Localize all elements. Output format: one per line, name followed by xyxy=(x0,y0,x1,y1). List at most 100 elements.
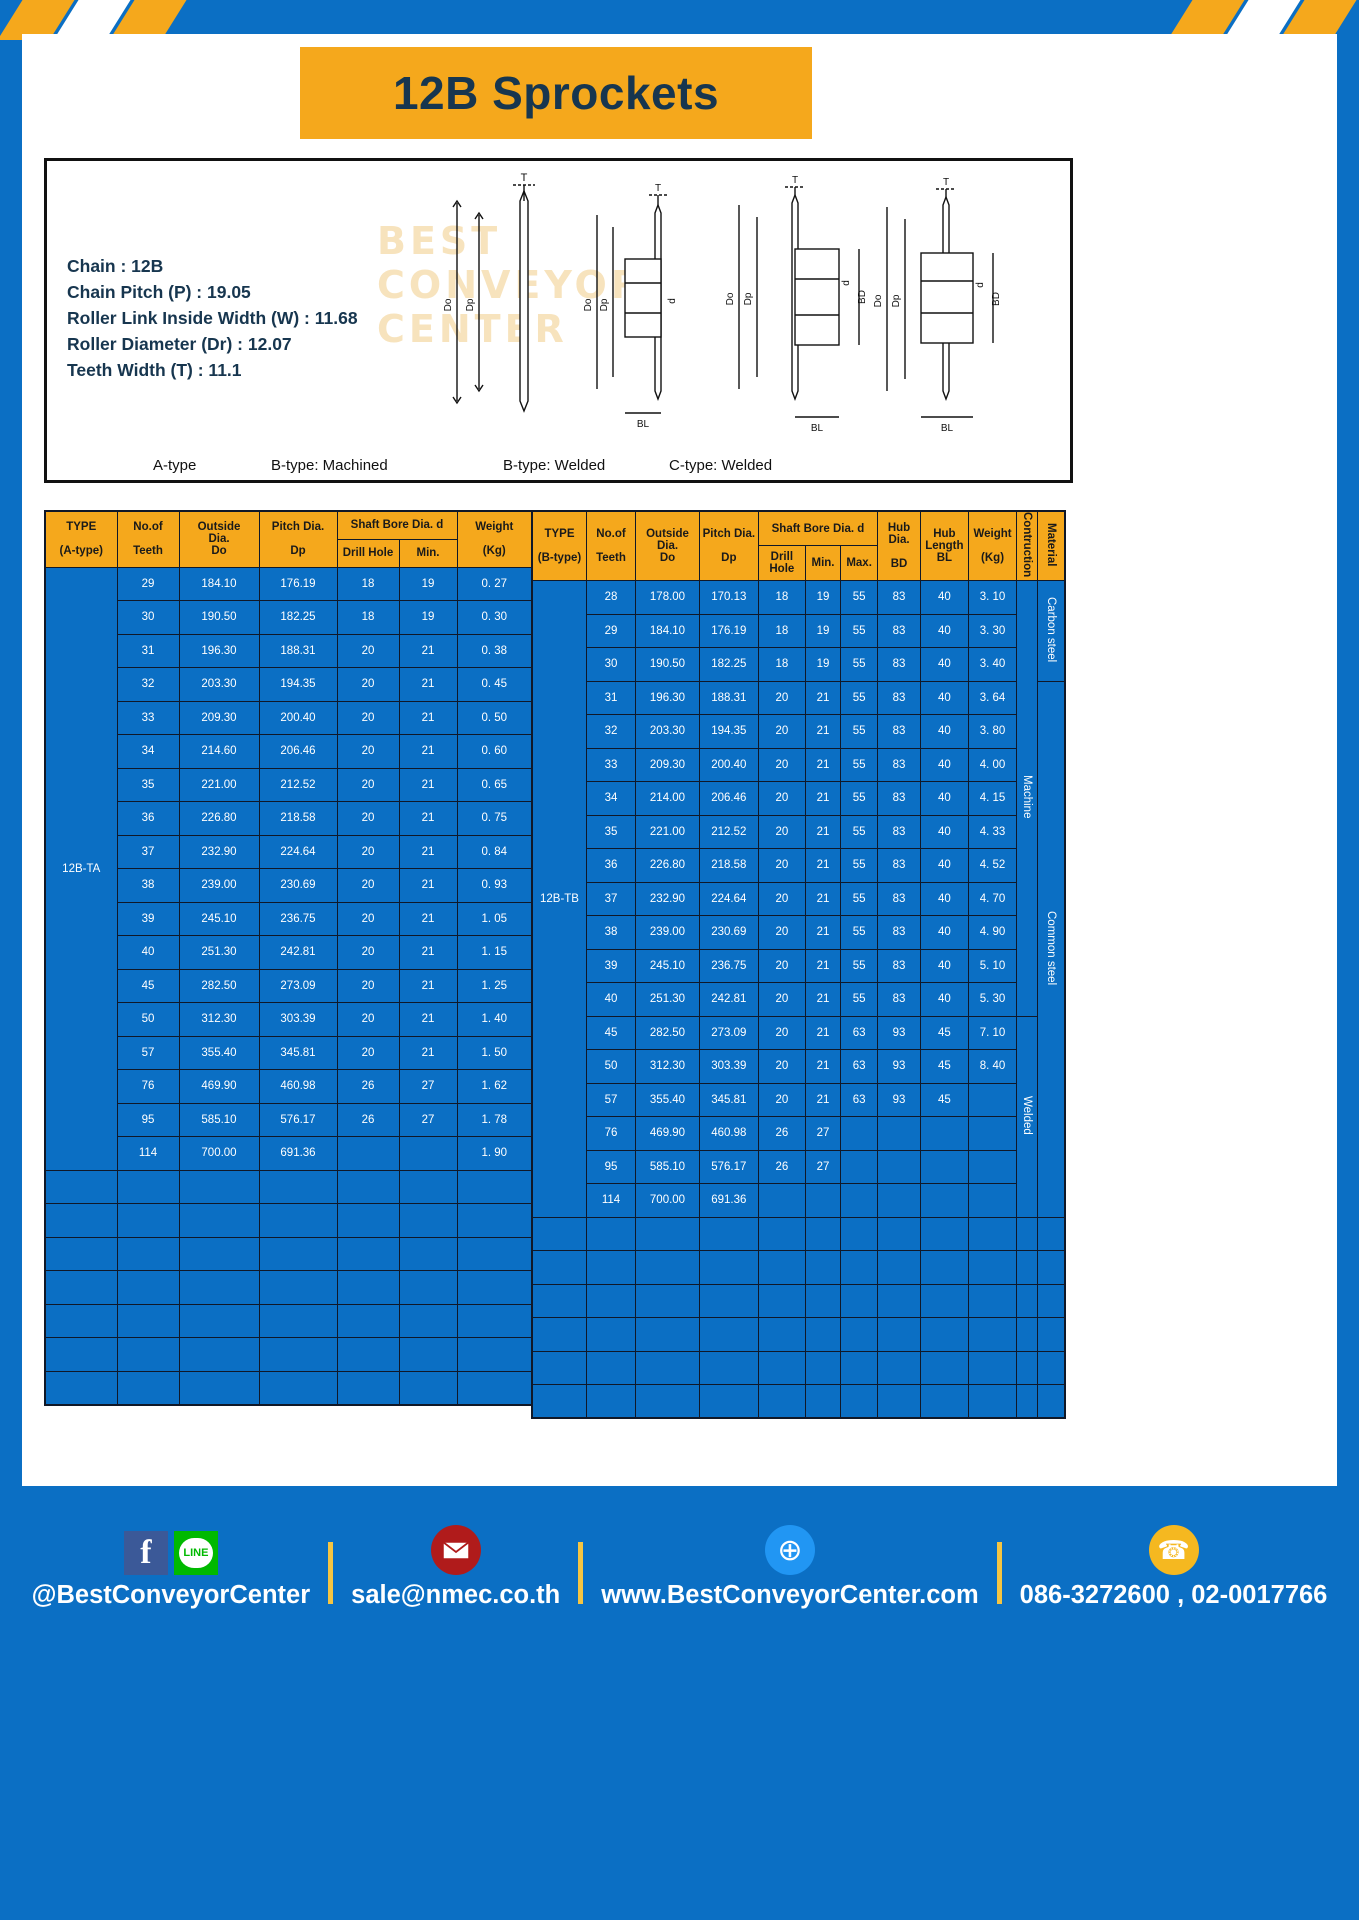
footer-phone[interactable]: ☎ 086-3272600 , 02-0017766 xyxy=(1020,1525,1327,1610)
table-row[interactable]: 33 209.30 200.40 20 21 55 83 40 4. 00 xyxy=(532,747,1065,783)
table-row[interactable]: 76 469.90 460.98 26 27 xyxy=(532,1116,1065,1151)
cell-empty xyxy=(456,1337,533,1372)
cell-empty xyxy=(757,1384,807,1419)
cell-r14-c6: 93 xyxy=(877,1049,921,1084)
table-row[interactable]: 30 190.50 182.25 18 19 0. 30 xyxy=(45,600,533,635)
cell-empty xyxy=(840,1384,879,1419)
cell-r12-c3: 20 xyxy=(336,968,400,1003)
table-row[interactable]: 35 221.00 212.52 20 21 0. 65 xyxy=(45,767,533,802)
table-row[interactable]: 31 196.30 188.31 20 21 55 83 40 3. 64 Common stee… xyxy=(532,680,1066,1218)
cell-r0-c2: 170.13 xyxy=(699,580,759,615)
table-row[interactable]: 38 239.00 230.69 20 21 0. 93 xyxy=(45,868,533,903)
table-row[interactable]: 36 226.80 218.58 20 21 0. 75 xyxy=(45,801,533,836)
cell-r11-c1: 251.30 xyxy=(178,935,260,970)
cell-r6-c2: 206.46 xyxy=(699,781,759,816)
table-row[interactable]: 95 585.10 576.17 26 27 1. 78 xyxy=(45,1102,533,1137)
cell-r6-c6: 83 xyxy=(877,781,921,816)
cell-empty xyxy=(336,1169,400,1204)
table-row[interactable]: 57 355.40 345.81 20 21 63 93 45 xyxy=(532,1082,1065,1118)
table-row[interactable]: 40 251.30 242.81 20 21 55 83 40 5. 30 xyxy=(532,982,1065,1017)
cell-r10-c1: 239.00 xyxy=(635,915,700,950)
cell-empty xyxy=(336,1270,400,1305)
cell-empty xyxy=(1036,1283,1066,1319)
cell-empty xyxy=(919,1216,969,1252)
cell-r4-c3: 20 xyxy=(757,714,807,749)
cell-r7-c3: 20 xyxy=(757,814,807,850)
cell-r5-c0: 33 xyxy=(585,747,637,783)
cell-empty xyxy=(531,1250,587,1285)
table-row[interactable]: 39 245.10 236.75 20 21 55 83 40 5. 10 xyxy=(532,948,1065,984)
table-row[interactable]: 30 190.50 182.25 18 19 55 83 40 3. 40 xyxy=(532,647,1065,682)
cell-r7-c2: 212.52 xyxy=(699,814,759,850)
table-row[interactable]: 37 232.90 224.64 20 21 55 83 40 4. 70 xyxy=(532,881,1065,917)
cell-empty xyxy=(804,1283,842,1319)
cell-empty xyxy=(1036,1250,1066,1285)
diagram-b-type-welded: T Do Dp d BD BL xyxy=(725,175,868,434)
table-row[interactable]: 38 239.00 230.69 20 21 55 83 40 4. 90 xyxy=(532,915,1065,950)
mail-icon[interactable] xyxy=(430,1525,481,1575)
cell-material: Common steel xyxy=(1036,680,1066,1218)
table-row[interactable]: 32 203.30 194.35 20 21 0. 45 xyxy=(45,667,533,702)
header-hub-length: Hub Length BL xyxy=(919,510,969,582)
cell-r4-c2: 194.35 xyxy=(699,714,759,749)
cell-empty xyxy=(840,1350,879,1386)
cell-r1-c1: 190.50 xyxy=(178,600,260,635)
table-row[interactable]: 31 196.30 188.31 20 21 0. 38 xyxy=(45,633,533,668)
table-row[interactable]: 114 700.00 691.36 1. 90 xyxy=(45,1136,533,1171)
line-icon[interactable]: LINE xyxy=(173,1531,218,1575)
cell-empty xyxy=(804,1384,842,1419)
header-pitch-dia: Pitch Dia. Dp xyxy=(258,510,338,568)
table-row[interactable]: 114 700.00 691.36 xyxy=(532,1183,1065,1218)
cell-r4-c4: 21 xyxy=(398,700,458,735)
cell-r10-c2: 230.69 xyxy=(699,915,759,950)
cell-empty xyxy=(178,1337,260,1372)
table-row[interactable]: 12B-TA 29 184.10 176.19 18 19 0. 27 xyxy=(44,566,533,1171)
globe-icon[interactable]: ⊕ xyxy=(764,1525,815,1575)
table-row[interactable]: 39 245.10 236.75 20 21 1. 05 xyxy=(45,901,533,936)
cell-r5-c1: 209.30 xyxy=(635,747,700,783)
table-row[interactable]: 29 184.10 176.19 18 19 55 83 40 3. 30 xyxy=(532,613,1065,649)
cell-r7-c1: 221.00 xyxy=(635,814,700,850)
cell-empty xyxy=(635,1283,700,1319)
cell-r9-c7: 40 xyxy=(919,881,969,917)
cell-r7-c4: 21 xyxy=(398,801,458,836)
table-row[interactable]: 76 469.90 460.98 26 27 1. 62 xyxy=(45,1069,533,1104)
table-row[interactable]: 36 226.80 218.58 20 21 55 83 40 4. 52 xyxy=(532,848,1065,883)
cell-r16-c5: 1. 78 xyxy=(456,1102,533,1137)
table-row[interactable]: 33 209.30 200.40 20 21 0. 50 xyxy=(45,700,533,735)
envelope-glyph xyxy=(441,1541,470,1560)
diagram-c-type-welded: T Do Dp d BD BL xyxy=(873,177,1002,434)
cell-r9-c5: 0. 93 xyxy=(456,868,533,903)
cell-r2-c2: 182.25 xyxy=(699,647,759,682)
table-row[interactable]: 12B-TB 28 178.00 170.13 18 19 55 83 40 3. 10 Machi… xyxy=(531,580,1066,1218)
cell-r7-c1: 226.80 xyxy=(178,801,260,836)
table-row[interactable]: 50 312.30 303.39 20 21 63 93 45 8. 40 xyxy=(532,1049,1065,1084)
cell-empty xyxy=(258,1203,338,1238)
table-row[interactable]: 35 221.00 212.52 20 21 55 83 40 4. 33 xyxy=(532,814,1065,850)
table-row[interactable]: 45 282.50 273.09 20 21 63 93 45 7. 10 Welded xyxy=(532,1015,1065,1218)
table-row[interactable]: 32 203.30 194.35 20 21 55 83 40 3. 80 xyxy=(532,714,1065,749)
svg-text:Dp: Dp xyxy=(891,294,902,307)
cell-empty xyxy=(398,1270,458,1305)
footer-facebook[interactable]: f LINE @BestConveyorCenter xyxy=(32,1531,310,1610)
facebook-icon[interactable]: f xyxy=(123,1531,168,1575)
table-row[interactable]: 37 232.90 224.64 20 21 0. 84 xyxy=(45,834,533,869)
table-row[interactable]: 34 214.00 206.46 20 21 55 83 40 4. 15 xyxy=(532,781,1065,816)
cell-r5-c5: 0. 60 xyxy=(456,734,533,769)
footer-website[interactable]: ⊕ www.BestConveyorCenter.com xyxy=(601,1525,979,1610)
cell-r1-c3: 18 xyxy=(336,600,400,635)
cell-r14-c2: 303.39 xyxy=(699,1049,759,1084)
table-row[interactable]: 50 312.30 303.39 20 21 1. 40 xyxy=(45,1002,533,1037)
table-row[interactable]: 40 251.30 242.81 20 21 1. 15 xyxy=(45,935,533,970)
cell-r3-c8: 3. 64 xyxy=(967,680,1018,716)
footer-email[interactable]: sale@nmec.co.th xyxy=(351,1525,560,1610)
phone-icon[interactable]: ☎ xyxy=(1148,1525,1199,1575)
table-row[interactable]: 57 355.40 345.81 20 21 1. 50 xyxy=(45,1035,533,1070)
cell-r5-c4: 21 xyxy=(804,747,842,783)
table-row[interactable]: 34 214.60 206.46 20 21 0. 60 xyxy=(45,734,533,769)
cell-r17-c3 xyxy=(336,1136,400,1171)
table-row[interactable]: 45 282.50 273.09 20 21 1. 25 xyxy=(45,968,533,1003)
cell-r17-c4 xyxy=(398,1136,458,1171)
cell-r15-c2: 345.81 xyxy=(699,1082,759,1118)
table-row[interactable]: 95 585.10 576.17 26 27 xyxy=(532,1149,1065,1185)
